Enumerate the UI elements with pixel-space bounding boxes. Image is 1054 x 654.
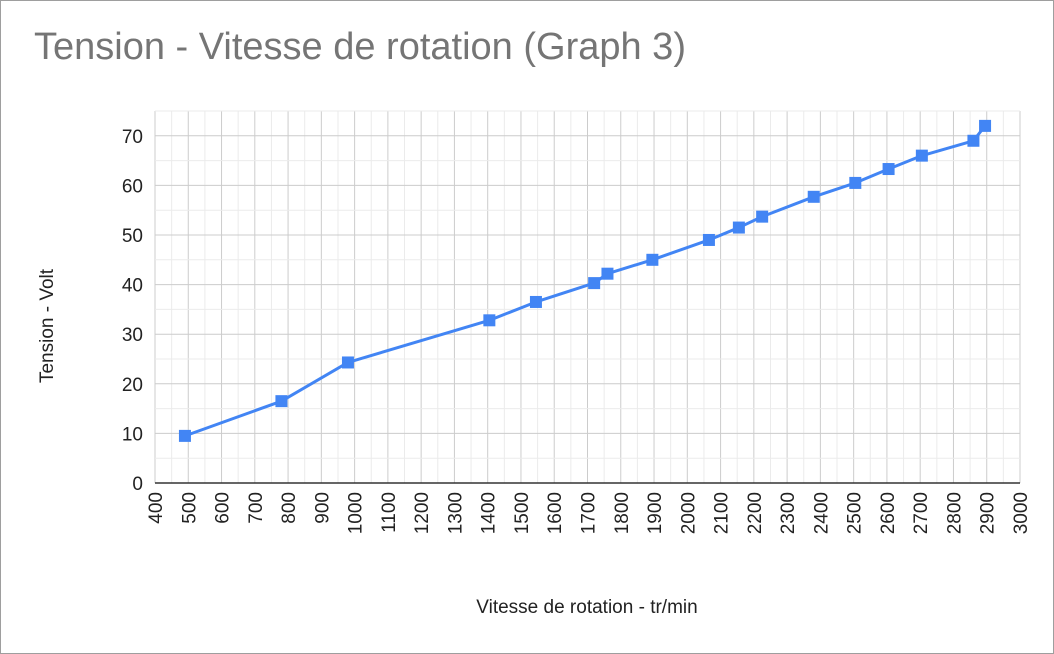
- x-tick-label: 2700: [911, 492, 932, 534]
- y-tick-labels: 0 10 20 30 40 50 60 70: [122, 127, 143, 495]
- x-tick-label: 1100: [379, 492, 400, 533]
- data-point: [601, 267, 614, 280]
- data-point: [979, 119, 992, 132]
- x-tick-label: 2300: [778, 492, 799, 534]
- data-point: [756, 210, 769, 223]
- x-tick-label: 400: [146, 492, 167, 524]
- data-point: [646, 253, 659, 266]
- data-point: [588, 277, 601, 290]
- x-tick-label: 1400: [479, 492, 500, 534]
- y-tick-label: 0: [132, 474, 143, 495]
- x-tick-label: 900: [312, 492, 333, 524]
- x-tick-label: 1500: [512, 492, 533, 534]
- x-tick-label: 1600: [545, 492, 566, 534]
- x-tick-label: 2900: [978, 492, 999, 534]
- data-point: [732, 221, 745, 234]
- x-tick-label: 2400: [811, 492, 832, 534]
- y-tick-label: 30: [122, 325, 143, 346]
- x-tick-label: 2800: [944, 492, 965, 534]
- x-tick-label: 3000: [1011, 492, 1032, 534]
- x-tick-label: 1700: [579, 492, 600, 534]
- x-tick-labels: 400 500 600 700 800 900 1000 1100 1200 1300 1400 15…: [146, 492, 1032, 534]
- y-tick-label: 20: [122, 375, 143, 396]
- x-tick-label: 700: [246, 492, 267, 524]
- series: [178, 119, 992, 442]
- y-axis-title: Tension - Volt: [37, 268, 58, 383]
- x-tick-label: 2600: [878, 492, 899, 534]
- x-tick-label: 600: [213, 492, 234, 524]
- y-tick-label: 60: [122, 176, 143, 197]
- x-tick-label: 1000: [346, 492, 367, 534]
- data-point: [483, 314, 496, 327]
- grid: [154, 110, 1021, 484]
- data-point: [702, 233, 715, 246]
- x-tick-label: 2000: [678, 492, 699, 534]
- x-tick-label: 1800: [612, 492, 633, 534]
- x-tick-label: 800: [279, 492, 300, 524]
- data-point: [915, 149, 928, 162]
- x-tick-label: 2200: [745, 492, 766, 534]
- x-tick-label: 2100: [712, 492, 733, 534]
- data-point: [275, 395, 288, 408]
- x-tick-label: 1900: [645, 492, 666, 534]
- data-point: [849, 176, 862, 189]
- y-tick-label: 10: [122, 424, 143, 445]
- chart-title: Tension - Vitesse de rotation (Graph 3): [34, 26, 686, 68]
- data-point: [341, 356, 354, 369]
- x-tick-label: 500: [179, 492, 200, 524]
- y-tick-label: 70: [122, 127, 143, 148]
- x-tick-label: 2500: [845, 492, 866, 534]
- data-point: [807, 190, 820, 203]
- data-point: [178, 429, 191, 442]
- data-point: [529, 295, 542, 308]
- y-tick-label: 40: [122, 276, 143, 297]
- x-tick-label: 1300: [445, 492, 466, 534]
- data-point: [967, 134, 980, 147]
- x-axis-title: Vitesse de rotation - tr/min: [476, 597, 697, 618]
- y-tick-label: 50: [122, 226, 143, 247]
- x-tick-label: 1200: [412, 492, 433, 534]
- data-point: [882, 163, 895, 176]
